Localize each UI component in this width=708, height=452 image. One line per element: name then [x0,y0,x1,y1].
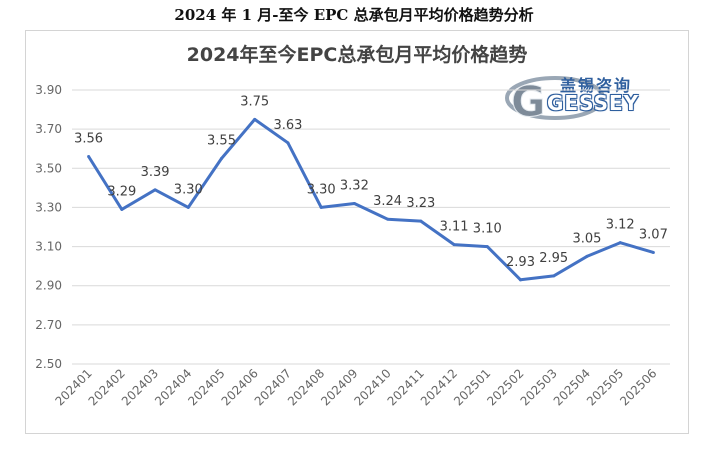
y-tick-label: 3.70 [35,122,62,136]
data-point [452,243,456,247]
data-label: 3.56 [74,132,103,147]
data-point [186,205,190,209]
data-label: 3.29 [107,184,136,199]
data-label: 3.63 [273,118,302,133]
page-title: 2024 年 1 月-至今 EPC 总承包月平均价格趋势分析 [174,6,534,24]
data-point [618,241,622,245]
logo-g-icon: G [505,76,605,120]
y-axis-ticks: 2.50 2.70 2.90 3.10 3.30 3.50 3.70 3.90 [35,83,62,371]
data-point [352,202,356,206]
data-point [386,217,390,221]
series-line [87,117,655,282]
data-point [286,141,290,145]
y-tick-label: 3.10 [35,240,62,254]
y-tick-label: 3.50 [35,161,62,175]
y-tick-label: 3.30 [35,200,62,214]
data-point [220,157,223,160]
data-labels: 3.56 3.29 3.39 3.30 3.55 3.75 3.63 3.30 3.32 3.24… [74,94,668,269]
data-label: 3.05 [572,231,601,246]
data-point [419,219,423,223]
data-label: 3.30 [307,182,336,197]
data-point [120,207,124,211]
data-label: 3.39 [141,165,170,180]
chart-frame [25,30,689,434]
data-label: 3.10 [473,222,502,237]
data-label: 2.95 [539,251,568,266]
y-tick-label: 2.90 [35,279,62,293]
data-point [585,254,589,258]
svg-text:G: G [511,77,545,120]
data-point [87,155,91,159]
x-axis-ticks: 2024012024022024032024042024052024062024… [52,366,659,408]
y-tick-label: 2.50 [35,357,62,371]
logo-english-text: GESSEY [547,91,640,115]
data-point [651,250,655,254]
data-label: 3.24 [373,194,402,209]
data-point [485,245,489,249]
data-point [253,117,257,121]
data-label: 3.23 [406,196,435,211]
data-label: 3.07 [639,227,668,242]
data-label: 3.32 [340,179,369,194]
data-point [552,274,556,278]
y-tick-label: 3.90 [35,83,62,97]
data-label: 3.55 [207,134,236,149]
data-point [519,278,522,282]
price-series-line [87,117,654,282]
gridlines [72,89,670,365]
x-tick-label: 202506 [617,366,659,408]
data-label: 3.30 [174,182,203,197]
chart-title: 2024年至今EPC总承包月平均价格趋势 [186,44,528,66]
data-point [319,205,323,209]
data-label: 3.75 [240,94,269,109]
data-label: 2.93 [506,255,535,270]
data-label: 3.12 [606,218,635,233]
data-point [153,188,157,192]
data-label: 3.11 [440,220,469,235]
y-tick-label: 2.70 [35,318,62,332]
